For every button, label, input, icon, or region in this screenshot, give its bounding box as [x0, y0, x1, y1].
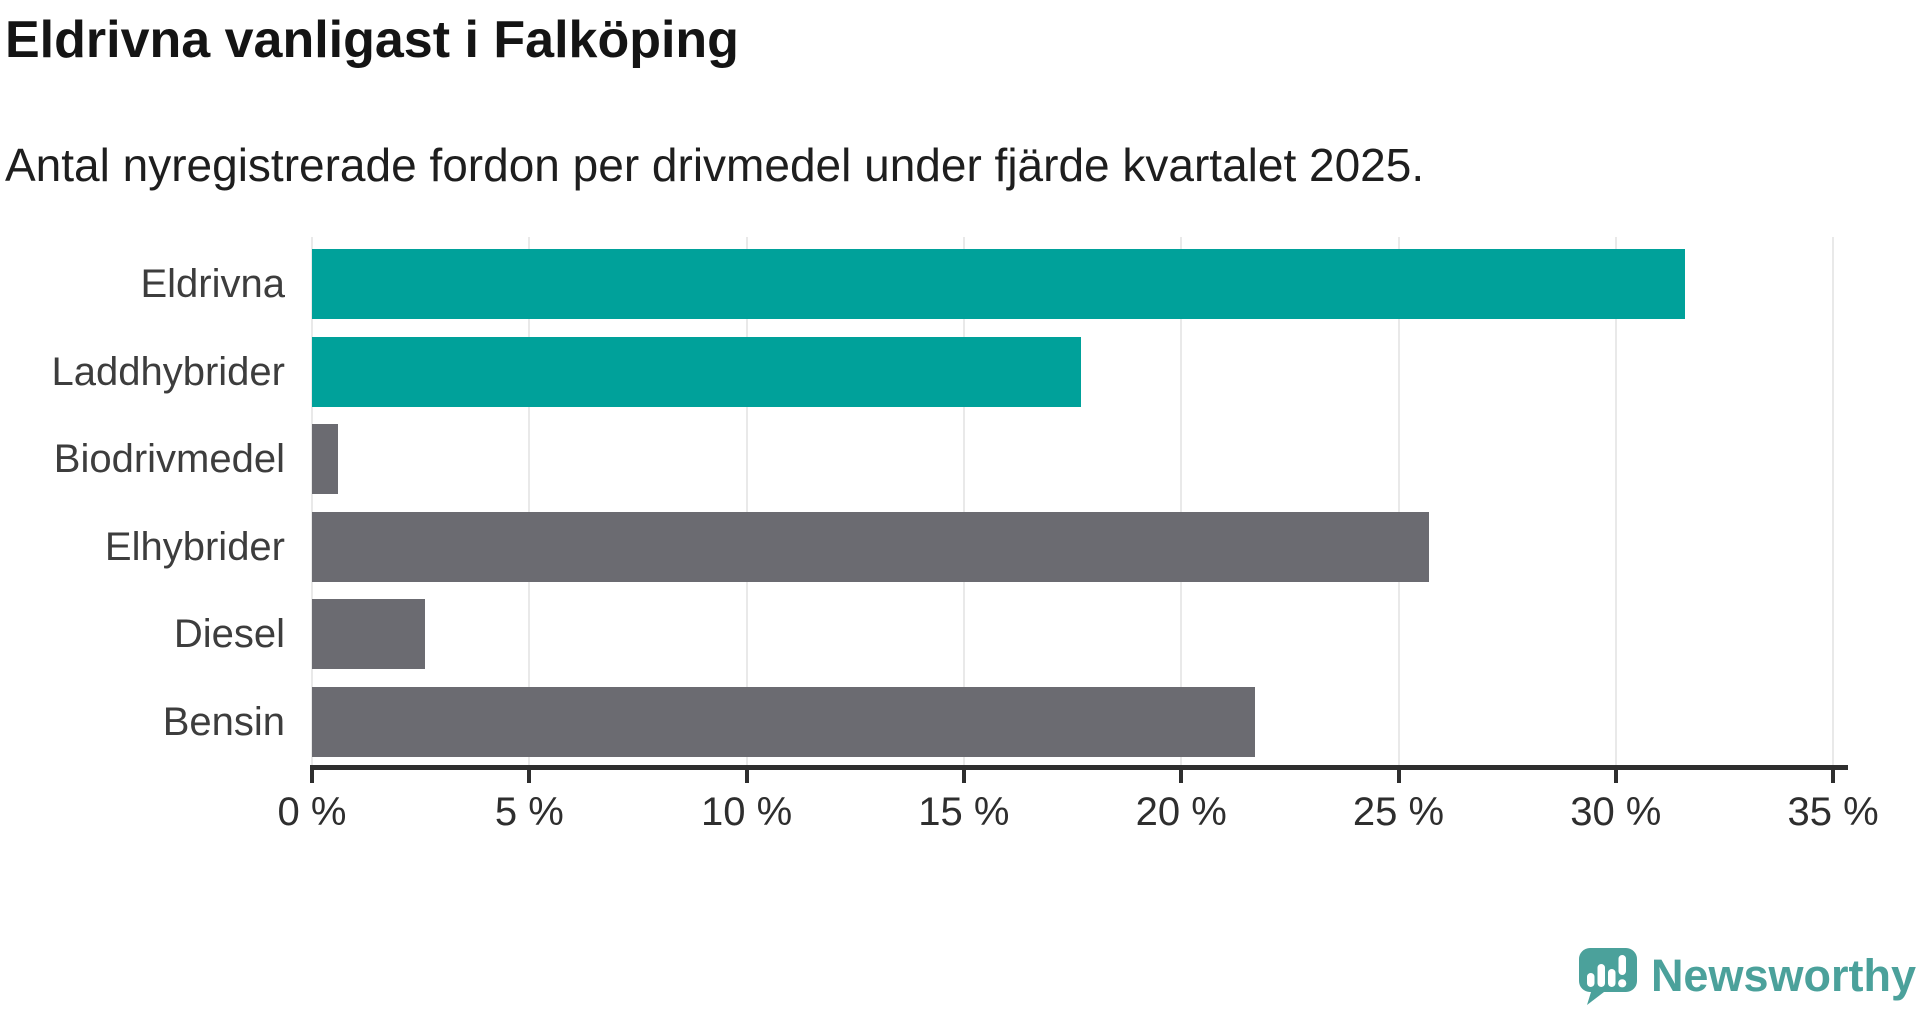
x-axis-tick-5	[527, 770, 532, 783]
gridline-30	[1614, 237, 1617, 765]
x-axis-tick-label-5: 5 %	[494, 790, 564, 834]
x-axis-tick-15	[961, 770, 966, 783]
bar-eldrivna	[312, 249, 1686, 319]
x-axis-tick-label-30: 30 %	[1570, 790, 1662, 834]
category-label-bensin: Bensin	[162, 699, 285, 744]
category-label-biodrivmedel: Biodrivmedel	[53, 436, 285, 481]
gridline-35	[1832, 237, 1835, 765]
newsworthy-logo: Newsworthy	[1577, 946, 1916, 1006]
x-axis-tick-label-0: 0 %	[277, 790, 347, 834]
newsworthy-wordmark: Newsworthy	[1650, 950, 1916, 1001]
x-axis-tick-30	[1613, 770, 1618, 783]
gridline-0	[311, 237, 313, 765]
bar-diesel	[312, 599, 425, 669]
x-axis-tick-10	[744, 770, 749, 783]
bar-bensin	[312, 687, 1256, 757]
x-axis-tick-label-15: 15 %	[918, 790, 1010, 834]
x-axis-tick-20	[1179, 770, 1184, 783]
category-label-elhybrider: Elhybrider	[104, 524, 285, 569]
category-label-diesel: Diesel	[173, 611, 285, 656]
x-axis-tick-label-35: 35 %	[1787, 790, 1879, 834]
category-label-eldrivna: Eldrivna	[140, 261, 285, 306]
gridline-10	[745, 237, 748, 765]
speech-bubble-chart-icon	[1578, 948, 1637, 1005]
gridline-20	[1180, 237, 1183, 765]
category-label-laddhybrider: Laddhybrider	[51, 349, 286, 394]
gridline-25	[1397, 237, 1400, 765]
gridline-5	[528, 237, 531, 765]
x-axis-tick-35	[1831, 770, 1836, 783]
chart-subtitle: Antal nyregistrerade fordon per drivmede…	[5, 139, 1425, 191]
x-axis-tick-25	[1396, 770, 1401, 783]
x-axis-tick-0	[310, 770, 314, 783]
bar-elhybrider	[312, 512, 1429, 582]
page-title: Eldrivna vanligast i Falköping	[5, 11, 739, 69]
gridline-15	[962, 237, 965, 765]
bar-biodrivmedel	[312, 424, 339, 494]
x-axis-tick-label-25: 25 %	[1352, 790, 1445, 834]
x-axis-tick-label-10: 10 %	[701, 790, 793, 834]
x-axis-tick-label-20: 20 %	[1135, 790, 1227, 834]
x-axis-line	[310, 765, 1848, 770]
bar-laddhybrider	[312, 337, 1082, 407]
